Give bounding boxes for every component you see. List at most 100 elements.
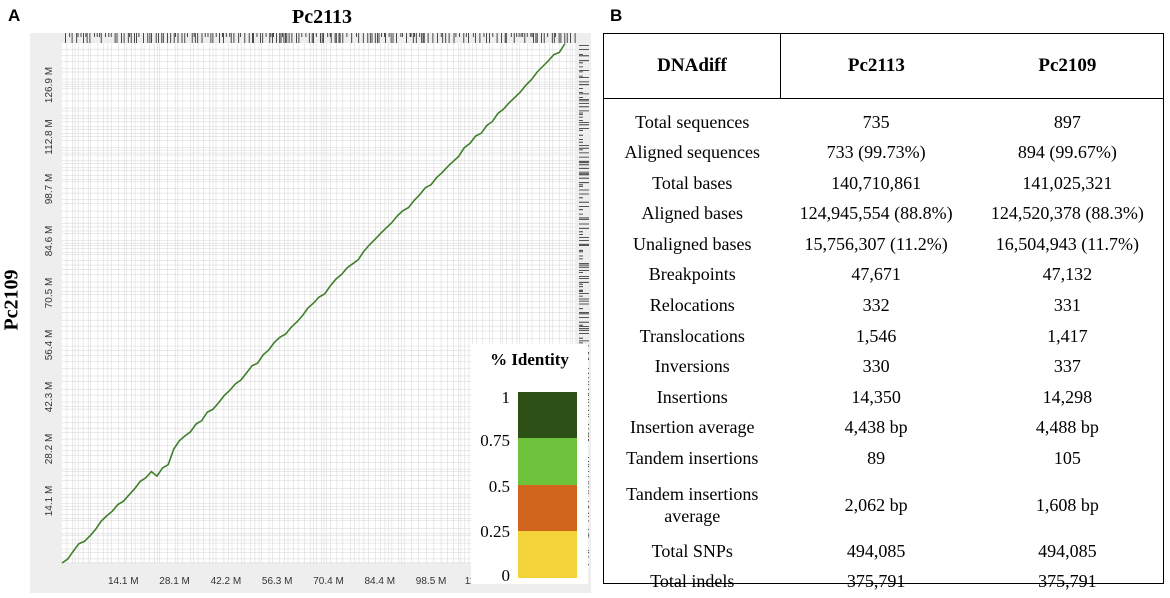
pc2113-value: 1,546 xyxy=(855,325,897,346)
pc2109-value: 141,025,321 xyxy=(1022,172,1113,193)
dotplot-frame: 14.1 M 28.1 M 42.2 M 56.3 M 70.4 M 84.4 M 98.5… xyxy=(30,33,591,593)
pc2113-value: 47,671 xyxy=(851,264,901,285)
table-row: Translocations 1,546 1,417 xyxy=(604,321,1163,352)
contig-grid xyxy=(62,43,575,563)
row-label: Aligned sequences xyxy=(624,142,760,163)
y-tick-label: 98.7 M xyxy=(44,174,55,205)
row-label: Total bases xyxy=(652,172,733,193)
table-row: Tandem insertions 89 105 xyxy=(604,443,1163,474)
pc2109-value: 375,791 xyxy=(1038,571,1097,592)
row-label: Inversions xyxy=(654,356,730,377)
row-label: Total indels xyxy=(650,571,735,592)
pc2109-value: 894 (99.67%) xyxy=(1017,142,1117,163)
row-label: Tandem insertions average xyxy=(626,483,759,526)
dnadiff-table: DNAdiff Pc2113 Pc2109 Total sequences 735… xyxy=(603,33,1164,591)
x-tick-label: 28.1 M xyxy=(159,576,190,587)
row-label: Relocations xyxy=(649,295,735,316)
row-label: Total SNPs xyxy=(651,540,733,561)
panel-a-letter: A xyxy=(8,6,21,25)
row-label: Total sequences xyxy=(635,111,750,132)
dotplot-panel: Pc2113 Pc2109 14.1 M 28.1 M 42.2 M 56.3 M 70… xyxy=(0,6,591,593)
x-tick-label: 42.2 M xyxy=(211,576,242,587)
pc2113-value: 332 xyxy=(862,295,890,316)
legend-label-0: 0 xyxy=(501,566,511,585)
pc2109-value: 124,520,378 (88.3%) xyxy=(990,203,1144,224)
legend-label-05: 0.5 xyxy=(488,477,510,496)
pc2109-value: 14,298 xyxy=(1042,386,1093,407)
pc2109-value: 105 xyxy=(1053,448,1081,469)
row-label: Insertion average xyxy=(630,417,755,438)
table-row: Breakpoints 47,671 47,132 xyxy=(604,259,1163,290)
legend-swatch-1 xyxy=(518,392,577,438)
table-row: Relocations 332 331 xyxy=(604,290,1163,321)
pc2109-value: 331 xyxy=(1053,295,1081,316)
x-tick-label: 56.3 M xyxy=(262,576,293,587)
table-row: Total indels 375,791 375,791 xyxy=(604,566,1163,597)
y-tick-label: 14.1 M xyxy=(44,486,55,517)
y-axis-title: Pc2109 xyxy=(0,269,23,331)
alignment-diagonal xyxy=(61,43,566,564)
x-axis-title: Pc2113 xyxy=(292,6,352,28)
legend-label-025: 0.25 xyxy=(480,522,510,541)
legend-label-075: 0.75 xyxy=(480,431,510,450)
table-row: Unaligned bases 15,756,307 (11.2%) 16,504,… xyxy=(604,229,1163,260)
header-dnadiff: DNAdiff xyxy=(604,34,781,99)
pc2109-value: 494,085 xyxy=(1038,540,1097,561)
pc2109-value: 1,608 bp xyxy=(1035,494,1099,515)
table-row: Inversions 330 337 xyxy=(604,351,1163,382)
row-label: Tandem insertions xyxy=(626,448,759,469)
y-tick-label: 70.5 M xyxy=(44,278,55,309)
pc2113-value: 330 xyxy=(862,356,890,377)
top-contig-ruler xyxy=(65,33,576,43)
pc2113-value: 733 (99.73%) xyxy=(826,142,926,163)
header-pc2109: Pc2109 xyxy=(971,34,1163,99)
pc2109-value: 337 xyxy=(1053,356,1081,377)
row-label: Unaligned bases xyxy=(633,233,752,254)
y-tick-label: 112.8 M xyxy=(44,119,55,154)
y-tick-label: 56.4 M xyxy=(44,330,55,361)
y-tick-label: 28.2 M xyxy=(44,434,55,465)
pc2113-value: 4,438 bp xyxy=(844,417,908,438)
table-row: Total SNPs 494,085 494,085 xyxy=(604,536,1163,567)
y-tick-label: 42.3 M xyxy=(44,382,55,413)
pc2113-value: 735 xyxy=(862,111,890,132)
table-row: Total sequences 735 897 xyxy=(604,107,1163,138)
panel-b-letter: B xyxy=(610,6,623,25)
pc2109-value: 4,488 bp xyxy=(1035,417,1099,438)
row-label: Aligned bases xyxy=(641,203,743,224)
table-row: Aligned sequences 733 (99.73%) 894 (99.67%… xyxy=(604,137,1163,168)
legend-label-1: 1 xyxy=(501,388,511,407)
table-row: Aligned bases 124,945,554 (88.8%) 124,520,… xyxy=(604,198,1163,229)
pc2113-value: 89 xyxy=(867,448,886,469)
x-tick-label: 70.4 M xyxy=(313,576,344,587)
table-row: Tandem insertions average 2,062 bp 1,608 b… xyxy=(604,474,1163,536)
legend-swatch-4 xyxy=(518,531,577,578)
identity-legend: % Identity 1 0.75 0.5 0.25 0 xyxy=(471,344,588,585)
row-label: Insertions xyxy=(656,386,728,407)
pc2113-value: 15,756,307 (11.2%) xyxy=(804,233,948,254)
x-tick-label: 84.4 M xyxy=(365,576,396,587)
table-row: Insertion average 4,438 bp 4,488 bp xyxy=(604,412,1163,443)
legend-swatch-2 xyxy=(518,438,577,485)
x-tick-label: 98.5 M xyxy=(416,576,447,587)
pc2109-value: 47,132 xyxy=(1042,264,1093,285)
pc2113-value: 2,062 bp xyxy=(844,494,908,515)
table-row: Total bases 140,710,861 141,025,321 xyxy=(604,168,1163,199)
pc2113-value: 140,710,861 xyxy=(831,172,922,193)
pc2113-value: 494,085 xyxy=(846,540,906,561)
pc2113-value: 124,945,554 (88.8%) xyxy=(799,203,953,224)
y-tick-label: 126.9 M xyxy=(44,67,55,103)
pc2113-value: 375,791 xyxy=(846,571,906,592)
table-row: Insertions 14,350 14,298 xyxy=(604,382,1163,413)
pc2109-value: 897 xyxy=(1053,111,1081,132)
y-tick-label: 84.6 M xyxy=(44,226,55,257)
pc2109-value: 16,504,943 (11.7%) xyxy=(995,233,1140,254)
x-tick-label: 14.1 M xyxy=(108,576,139,587)
table-header-row: DNAdiff Pc2113 Pc2109 xyxy=(604,34,1163,99)
pc2109-value: 1,417 xyxy=(1047,325,1088,346)
row-label: Translocations xyxy=(639,325,745,346)
header-pc2113: Pc2113 xyxy=(780,34,972,99)
legend-title: % Identity xyxy=(490,350,569,369)
row-label: Breakpoints xyxy=(648,264,736,285)
legend-swatch-3 xyxy=(518,485,577,531)
